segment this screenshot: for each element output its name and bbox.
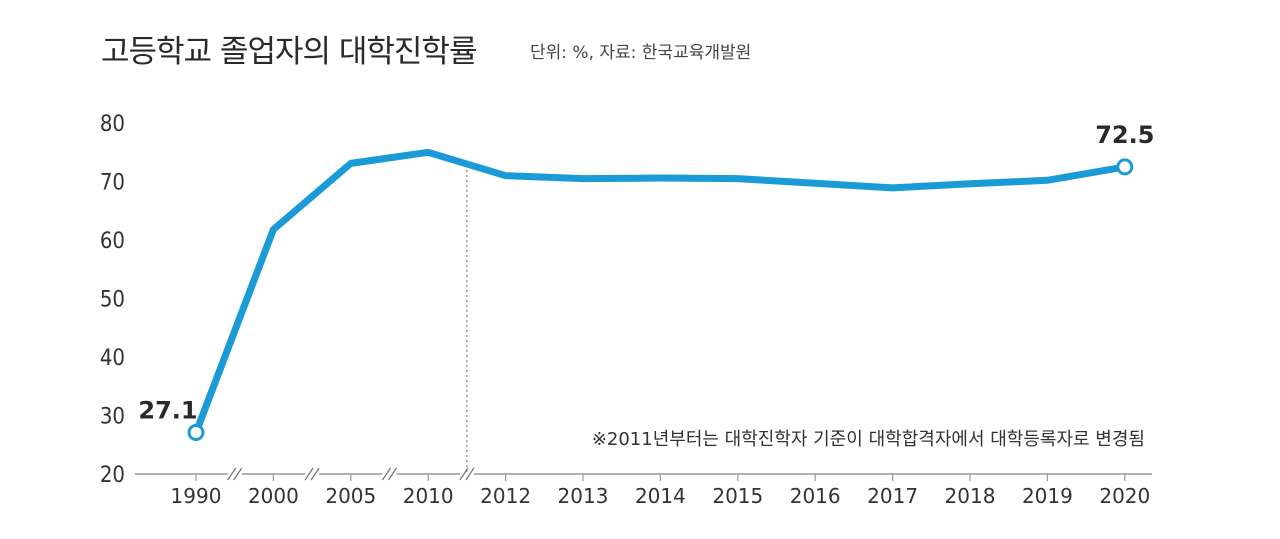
x-tick-label: 1990 [171,484,222,508]
axis-break-mark [381,467,392,481]
chart-subtitle: 단위: %, 자료: 한국교육개발원 [530,43,752,63]
data-point-marker [1116,158,1134,176]
data-label: 27.1 [138,396,197,424]
x-tick-label: 2016 [790,484,841,508]
axis-break-gap [459,468,474,480]
x-tick-label: 2015 [712,484,763,508]
y-tick-label: 30 [100,405,125,430]
x-tick-label: 2014 [635,484,686,508]
axis-break-mark [227,467,237,481]
axis-break-gap [382,468,397,480]
axis-break-mark [304,467,314,481]
axis-break-mark [465,467,475,481]
axis-break-gap [305,468,320,480]
axis-break-mark [387,467,398,481]
x-tick-label: 2013 [558,484,609,508]
x-tick-label: 2019 [1022,484,1073,508]
series-line [192,148,1129,436]
y-tick-label: 50 [100,288,125,313]
chart-title: 고등학교 졸업자의 대학진학률 [101,34,477,70]
y-tick-label: 60 [100,229,125,254]
x-tick-label: 2010 [403,484,454,508]
y-tick-label: 70 [100,171,125,196]
x-tick-label: 2020 [1099,484,1150,508]
y-tick-label: 20 [100,463,125,488]
data-point-marker [187,423,205,441]
axis-break-mark [310,467,320,481]
x-tick-label: 2012 [480,484,531,508]
axis-break-gap [227,468,242,480]
x-tick-label: 2005 [325,484,376,508]
data-label: 72.5 [1095,121,1154,149]
x-tick-label: 2018 [945,484,996,508]
x-tick-label: 2000 [248,484,299,508]
x-tick-label: 2017 [867,484,918,508]
y-tick-label: 80 [100,112,125,137]
axis-break-mark [233,467,243,481]
y-tick-label: 40 [100,346,125,371]
chart-annotation: ※2011년부터는 대학진학자 기준이 대학합격자에서 대학등록자로 변경됨 [592,429,1145,450]
